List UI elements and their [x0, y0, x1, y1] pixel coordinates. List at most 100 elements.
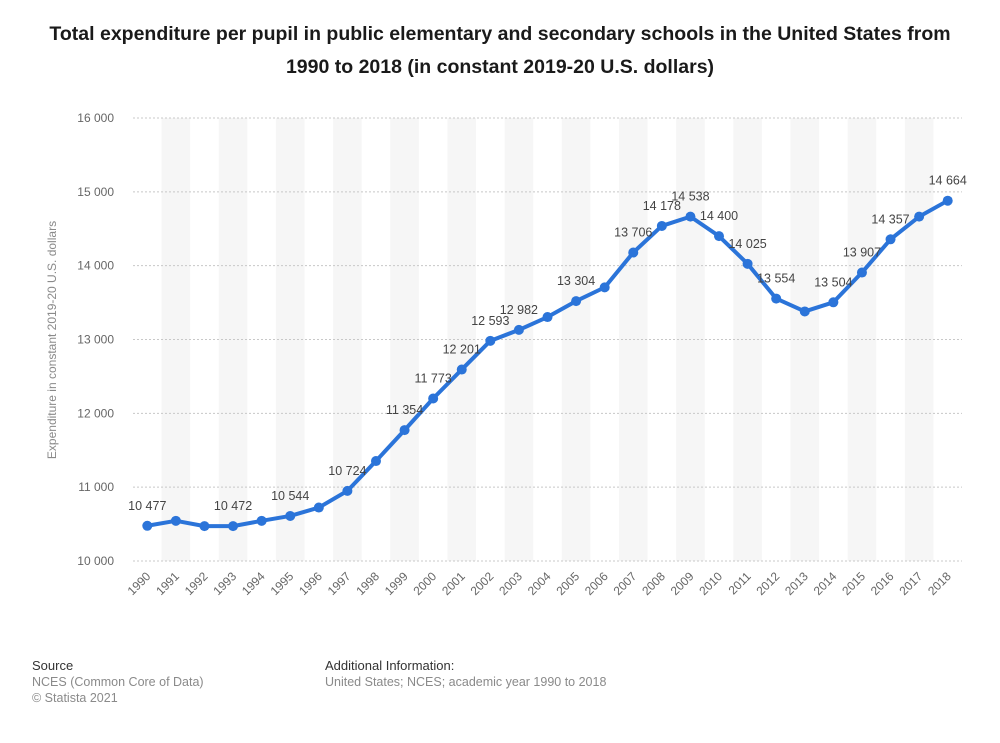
x-tick-label: 2013 [782, 569, 811, 598]
data-label: 14 400 [700, 209, 738, 223]
x-tick-label: 2018 [925, 569, 954, 598]
x-tick-label: 2003 [496, 569, 525, 598]
data-label: 14 664 [929, 174, 967, 188]
x-tick-label: 2017 [896, 569, 925, 598]
data-label: 10 477 [128, 499, 166, 513]
data-point [199, 521, 210, 532]
series-line [145, 198, 950, 529]
source-line-1: NCES (Common Core of Data) [32, 675, 204, 689]
data-point [342, 485, 353, 496]
data-point [285, 510, 296, 521]
x-tick-label: 2010 [696, 569, 725, 598]
x-tick-label: 1997 [325, 569, 354, 598]
y-tick-label: 14 000 [77, 259, 114, 273]
data-label: 14 178 [643, 199, 681, 213]
data-label: 12 982 [500, 303, 538, 317]
x-tick-label: 2007 [611, 569, 640, 598]
data-point [628, 247, 639, 258]
data-point [714, 231, 725, 242]
x-tick-label: 2000 [410, 569, 439, 598]
data-point [942, 195, 953, 206]
x-tick-label: 2005 [553, 569, 582, 598]
data-label: 13 907 [843, 246, 881, 260]
x-tick-label: 2012 [754, 569, 783, 598]
x-tick-label: 2004 [525, 569, 554, 598]
data-point [313, 502, 324, 513]
data-point [885, 234, 896, 245]
data-point [485, 335, 496, 346]
data-points [142, 195, 953, 532]
x-tick-label: 1990 [125, 569, 154, 598]
data-label: 13 304 [557, 274, 595, 288]
y-tick-label: 16 000 [77, 111, 114, 125]
chart-title: Total expenditure per pupil in public el… [49, 23, 951, 78]
footer-additional-info: Additional Information: United States; N… [325, 658, 606, 690]
data-point [142, 520, 153, 531]
data-label: 12 593 [471, 314, 509, 328]
source-line-2: © Statista 2021 [32, 691, 118, 705]
y-axis-label: Expenditure in constant 2019-20 U.S. dol… [45, 221, 59, 459]
x-tick-label: 1996 [296, 569, 325, 598]
info-heading: Additional Information: [325, 658, 455, 673]
x-tick-label: 1999 [382, 569, 411, 598]
data-label: 14 357 [871, 212, 909, 226]
data-point [571, 296, 582, 307]
data-label: 11 773 [414, 371, 451, 385]
x-tick-label: 2015 [839, 569, 868, 598]
data-label: 10 472 [214, 499, 252, 513]
y-tick-label: 11 000 [78, 480, 114, 494]
data-label: 11 354 [386, 403, 423, 417]
data-labels: 10 477 10 472 10 544 10 724 11 354 11 773 12 2… [128, 174, 967, 513]
data-point [542, 312, 553, 323]
x-tick-label: 2006 [582, 569, 611, 598]
x-tick-label: 2009 [668, 569, 697, 598]
data-label: 12 201 [443, 343, 481, 357]
data-label: 14 538 [671, 190, 709, 204]
data-point [656, 220, 667, 231]
info-line-1: United States; NCES; academic year 1990 … [325, 675, 607, 689]
data-point [399, 425, 410, 436]
x-tick-label: 1991 [153, 569, 182, 598]
data-point [828, 297, 839, 308]
x-tick-label: 2011 [726, 569, 754, 597]
y-tick-label: 13 000 [77, 333, 114, 347]
x-tick-label: 2008 [639, 569, 668, 598]
footer-source: Source NCES (Common Core of Data) © Stat… [32, 658, 204, 706]
x-tick-label: 2016 [868, 569, 897, 598]
data-point [456, 364, 467, 375]
gridlines [133, 117, 962, 562]
x-axis-ticks: 1990 1991 1992 1993 1994 1995 1996 1997 1998 1999… [125, 569, 954, 598]
x-tick-label: 2001 [439, 569, 468, 598]
data-point [428, 393, 439, 404]
data-label: 10 544 [271, 489, 309, 503]
y-tick-label: 12 000 [77, 406, 114, 420]
source-heading: Source [32, 658, 74, 673]
x-tick-label: 1992 [182, 569, 211, 598]
data-point [170, 515, 181, 526]
line-chart: 10 000 11 000 12 000 13 000 14 000 15 000 16 0… [45, 111, 967, 598]
x-tick-label: 2002 [468, 569, 497, 598]
data-point [856, 267, 867, 278]
data-point [799, 306, 810, 317]
data-point [914, 211, 925, 222]
data-point [742, 258, 753, 269]
data-point [685, 211, 696, 222]
data-label: 10 724 [328, 464, 366, 478]
data-label: 14 025 [728, 237, 766, 251]
x-tick-label: 2014 [811, 569, 840, 598]
data-point [771, 293, 782, 304]
x-tick-label: 1995 [268, 569, 297, 598]
data-label: 13 706 [614, 226, 652, 240]
x-tick-label: 1994 [239, 569, 268, 598]
data-point [599, 282, 610, 293]
data-point [513, 324, 524, 335]
y-tick-label: 10 000 [77, 554, 114, 568]
data-label: 13 504 [814, 275, 852, 289]
data-label: 13 554 [757, 272, 795, 286]
data-point [370, 456, 381, 467]
y-axis-ticks: 10 000 11 000 12 000 13 000 14 000 15 000 16 0… [77, 111, 114, 568]
x-tick-label: 1998 [353, 569, 382, 598]
data-point [256, 515, 267, 526]
x-tick-label: 1993 [210, 569, 239, 598]
data-point [228, 521, 239, 532]
